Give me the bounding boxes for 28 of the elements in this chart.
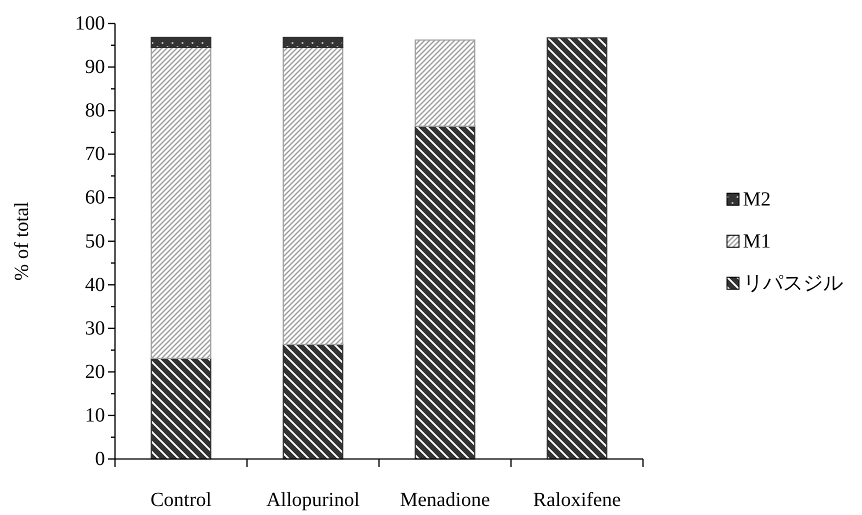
y-tick-label: 40 xyxy=(85,274,105,296)
legend-label: M2 xyxy=(743,188,771,210)
bar xyxy=(282,344,344,460)
bar xyxy=(150,46,212,359)
legend-label: M1 xyxy=(743,230,771,252)
x-tick-label: Menadione xyxy=(400,489,490,511)
y-tick-label: 0 xyxy=(95,448,105,470)
y-tick-label: 50 xyxy=(85,230,105,252)
y-tick-label: 60 xyxy=(85,186,105,209)
bar xyxy=(150,36,212,48)
legend-label: リパスジル xyxy=(743,272,843,294)
bar xyxy=(282,36,344,48)
bar xyxy=(546,37,608,460)
y-tick-label: 20 xyxy=(85,360,105,383)
x-tick-label: Allopurinol xyxy=(266,489,360,511)
bar xyxy=(414,126,476,460)
bar xyxy=(150,358,212,460)
y-tick-label: 10 xyxy=(85,404,105,426)
x-tick-label: Control xyxy=(150,489,212,511)
y-tick-label: 70 xyxy=(85,143,105,166)
y-tick-label: 30 xyxy=(85,317,105,340)
y-tick-label: 90 xyxy=(85,56,105,78)
y-tick-label: 80 xyxy=(85,100,105,122)
bar xyxy=(282,46,344,346)
bar xyxy=(414,39,476,127)
y-axis-title: % of total xyxy=(11,201,33,281)
y-tick-label: 100 xyxy=(75,12,105,34)
x-tick-label: Raloxifene xyxy=(533,489,621,511)
